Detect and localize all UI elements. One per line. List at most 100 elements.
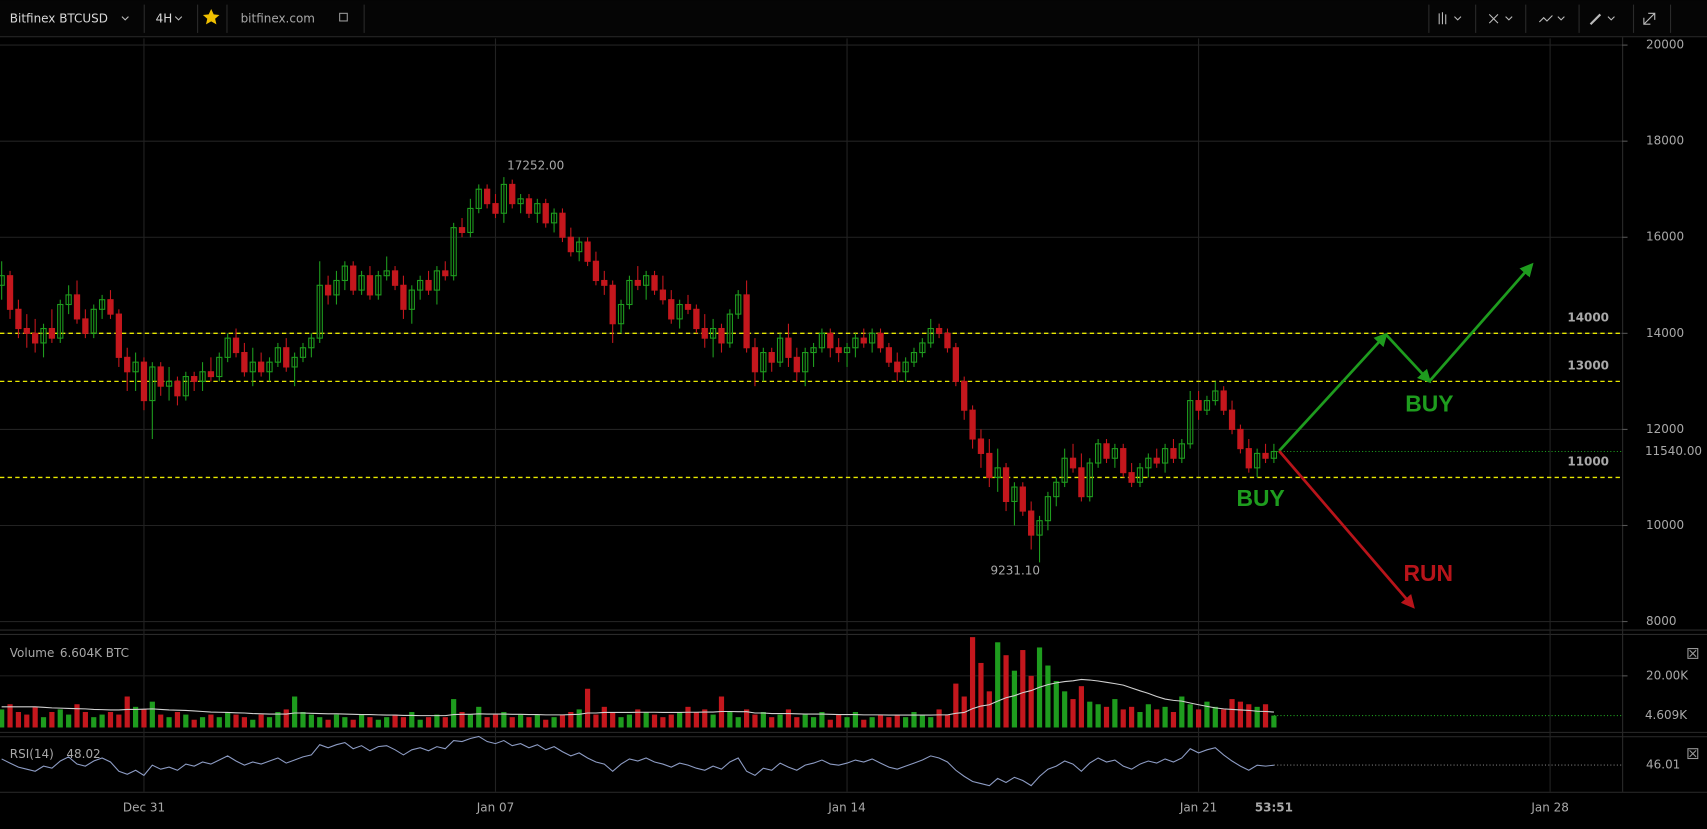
candle-body: [383, 270, 390, 277]
toolbar: Bitfinex BTCUSD 4H bitfinex.com: [0, 0, 1707, 38]
candle-body: [894, 361, 901, 373]
volume-bar: [166, 717, 172, 728]
volume-bar: [250, 719, 256, 728]
fullscreen-icon[interactable]: [1643, 12, 1656, 25]
volume-bar: [425, 717, 432, 728]
volume-bar: [40, 717, 47, 728]
candle-body: [1044, 496, 1052, 522]
candle-body: [433, 270, 441, 291]
candle-body: [843, 347, 851, 354]
volume-bar: [342, 717, 348, 728]
symbol[interactable]: Bitfinex BTCUSD: [10, 11, 108, 25]
volume-bar: [526, 717, 532, 728]
close-rsi[interactable]: [1687, 748, 1699, 760]
candle-body: [1028, 510, 1035, 536]
volume-bar: [710, 714, 716, 728]
volume-bar: [501, 711, 507, 728]
chevron: [121, 16, 129, 21]
candle-body: [576, 241, 583, 253]
close-volume[interactable]: [1687, 648, 1699, 659]
candle-body: [902, 361, 909, 373]
volume-bar: [1053, 681, 1059, 728]
candle-body: [1002, 467, 1010, 503]
volume-bar: [191, 719, 197, 728]
volume-bar: [1162, 706, 1168, 728]
volume-bar: [1137, 711, 1143, 728]
up-arrow: [1278, 332, 1388, 452]
volume-bar: [7, 704, 13, 728]
candle-body: [634, 279, 641, 286]
candle-body: [818, 332, 826, 349]
candle-body: [793, 356, 800, 373]
candle-body: [1111, 448, 1119, 459]
volume-bar: [1103, 706, 1110, 728]
volume-bar: [919, 714, 925, 728]
level-label: 14000: [1567, 311, 1609, 325]
candle-body: [207, 371, 215, 378]
candle-body: [308, 337, 315, 349]
candle-body: [408, 289, 415, 310]
volume-bar: [325, 719, 331, 728]
rsi-readout: 48.02: [66, 747, 100, 761]
low-label: 9231.10: [991, 564, 1041, 578]
volume-bar: [702, 709, 708, 728]
volume-bar: [911, 711, 917, 728]
volume-bar: [693, 711, 699, 728]
interval[interactable]: 4H: [156, 11, 173, 25]
volume-bar: [836, 714, 842, 728]
volume-bar: [593, 714, 599, 728]
volume-bar: [82, 711, 88, 728]
candle-body: [559, 212, 566, 238]
volume-bar: [944, 714, 951, 728]
volume-bar: [785, 709, 792, 728]
candle-body: [910, 352, 918, 363]
candle-body: [274, 347, 282, 363]
down-arrow: [1278, 450, 1415, 609]
candle-body: [735, 294, 742, 315]
annotation: RUN: [1404, 560, 1454, 586]
volume-bar: [32, 706, 38, 728]
volume-bar: [1145, 704, 1151, 728]
volume-bar: [568, 711, 574, 728]
candle-body: [768, 352, 775, 363]
candle-body: [165, 380, 173, 387]
volume-bar: [241, 717, 247, 728]
source[interactable]: bitfinex.com: [241, 11, 315, 25]
candle-body: [1061, 457, 1068, 483]
candle-body: [1212, 390, 1219, 402]
volume-bar: [1070, 699, 1076, 728]
draw-icon[interactable]: [1589, 13, 1602, 25]
candle-body: [400, 284, 407, 310]
volume-bar: [551, 717, 557, 728]
volume-bar: [174, 711, 181, 728]
favorite-star[interactable]: [202, 8, 220, 25]
candle-body: [860, 337, 867, 344]
volume-bar: [518, 714, 524, 728]
candle-body: [199, 371, 206, 382]
y-tick-label: 18000: [1646, 134, 1684, 148]
volume-bar: [74, 704, 80, 728]
volume-bar: [626, 714, 633, 728]
indicator-icon[interactable]: [1438, 12, 1447, 25]
candle-body: [810, 347, 817, 354]
volume-bar: [141, 709, 147, 728]
volume-bar: [534, 714, 540, 728]
candle-body: [1161, 448, 1169, 464]
volume-bar: [409, 711, 415, 728]
candle-body: [98, 299, 106, 310]
volume-bar: [1212, 706, 1218, 728]
candle-body: [191, 376, 198, 382]
volume-bar: [727, 711, 733, 728]
volume-bar: [124, 696, 130, 728]
compare-icon[interactable]: [1488, 14, 1499, 24]
candle-body: [32, 332, 39, 344]
candle-body: [919, 342, 926, 354]
external-icon[interactable]: [339, 12, 348, 22]
x-tick-label: Jan 21: [1179, 801, 1217, 815]
volume-bar: [1170, 711, 1177, 728]
volume-bar: [1129, 706, 1135, 728]
chart-type-icon[interactable]: [1538, 15, 1553, 23]
candle-body: [1120, 448, 1127, 474]
last-volume-label: 4.609K: [1645, 708, 1688, 722]
candle-body: [1086, 462, 1093, 498]
